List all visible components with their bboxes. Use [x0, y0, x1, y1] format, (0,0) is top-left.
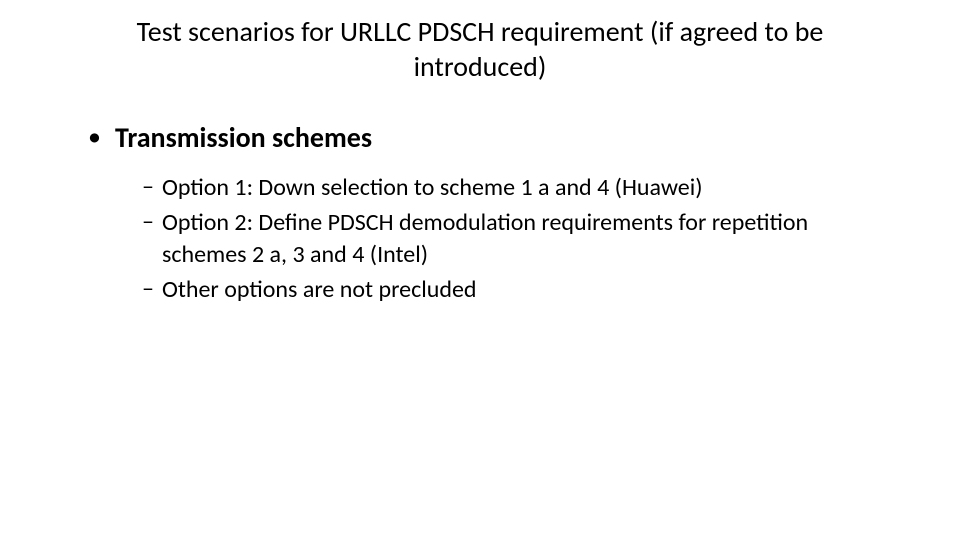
bullet-level1: • Transmission schemes [88, 122, 900, 154]
bullet-l2-text: Option 2: Define PDSCH demodulation requ… [162, 207, 900, 269]
bullet-l1-marker: • [88, 122, 101, 151]
bullet-level2: – Other options are not precluded [142, 274, 900, 305]
bullet-l2-text: Option 1: Down selection to scheme 1 a a… [162, 172, 723, 203]
bullet-l2-text: Other options are not precluded [162, 274, 497, 305]
bullet-l2-marker: – [142, 274, 154, 304]
bullet-level2: – Option 2: Define PDSCH demodulation re… [142, 207, 900, 269]
bullet-l2-marker: – [142, 172, 154, 202]
slide-title: Test scenarios for URLLC PDSCH requireme… [60, 14, 900, 84]
slide-container: Test scenarios for URLLC PDSCH requireme… [0, 0, 960, 305]
bullet-l1-text: Transmission schemes [115, 122, 372, 154]
bullet-l2-marker: – [142, 207, 154, 237]
bullet-level2: – Option 1: Down selection to scheme 1 a… [142, 172, 900, 203]
